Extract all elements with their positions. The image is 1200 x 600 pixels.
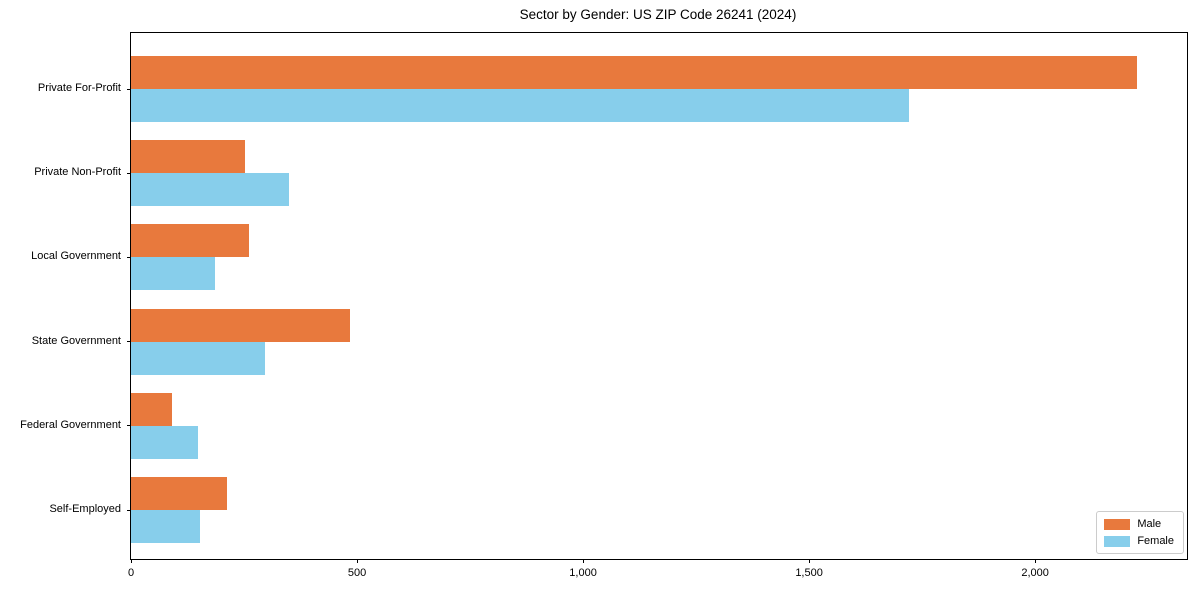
- legend-label-male: Male: [1137, 518, 1162, 530]
- legend-swatch-female: [1104, 535, 1131, 547]
- y-axis-tick: [127, 88, 131, 90]
- y-category-label: Private For-Profit: [37, 82, 121, 94]
- bar-male-4: [131, 392, 172, 426]
- legend-item-female: Female: [1104, 535, 1174, 547]
- y-axis-tick: [127, 256, 131, 258]
- bar-female-2: [131, 257, 216, 291]
- y-axis-tick: [127, 341, 131, 343]
- bar-female-0: [131, 89, 910, 122]
- x-axis-tick: [130, 559, 132, 563]
- bar-male-1: [131, 140, 245, 174]
- y-category-label: Local Government: [31, 250, 121, 263]
- y-axis-tick: [127, 509, 131, 511]
- bar-male-3: [131, 308, 350, 342]
- bar-male-0: [131, 56, 1137, 89]
- y-category-label: State Government: [31, 334, 121, 347]
- x-tick-label: 1,000: [569, 567, 597, 579]
- plot-area: Male Female Private For-Profit Private No…: [20, 32, 1188, 579]
- bar-female-3: [131, 341, 265, 375]
- bar-male-5: [131, 477, 227, 510]
- bar-female-1: [131, 173, 290, 207]
- chart-title: Sector by Gender: US ZIP Code 26241 (202…: [519, 7, 797, 22]
- x-axis-tick: [1034, 559, 1036, 563]
- y-category-label: Self-Employed: [49, 503, 121, 515]
- legend-item-male: Male: [1104, 518, 1174, 530]
- y-category-label: Private Non-Profit: [34, 166, 121, 179]
- x-axis-tick: [356, 559, 358, 563]
- x-tick-label: 0: [127, 567, 135, 579]
- bar-female-5: [131, 510, 201, 543]
- y-category-label: Federal Government: [20, 418, 121, 431]
- y-axis-tick: [127, 172, 131, 174]
- x-tick-label: 2,000: [1021, 567, 1049, 579]
- x-axis-tick: [582, 559, 584, 563]
- legend-swatch-male: [1104, 518, 1131, 530]
- legend-label-female: Female: [1137, 535, 1174, 547]
- x-tick-label: 1,500: [795, 567, 823, 579]
- y-axis-tick: [127, 425, 131, 427]
- bar-male-2: [131, 224, 250, 258]
- legend: Male Female: [1096, 511, 1184, 554]
- bar-female-4: [131, 425, 198, 459]
- x-tick-label: 500: [347, 567, 367, 579]
- x-axis-tick: [808, 559, 810, 563]
